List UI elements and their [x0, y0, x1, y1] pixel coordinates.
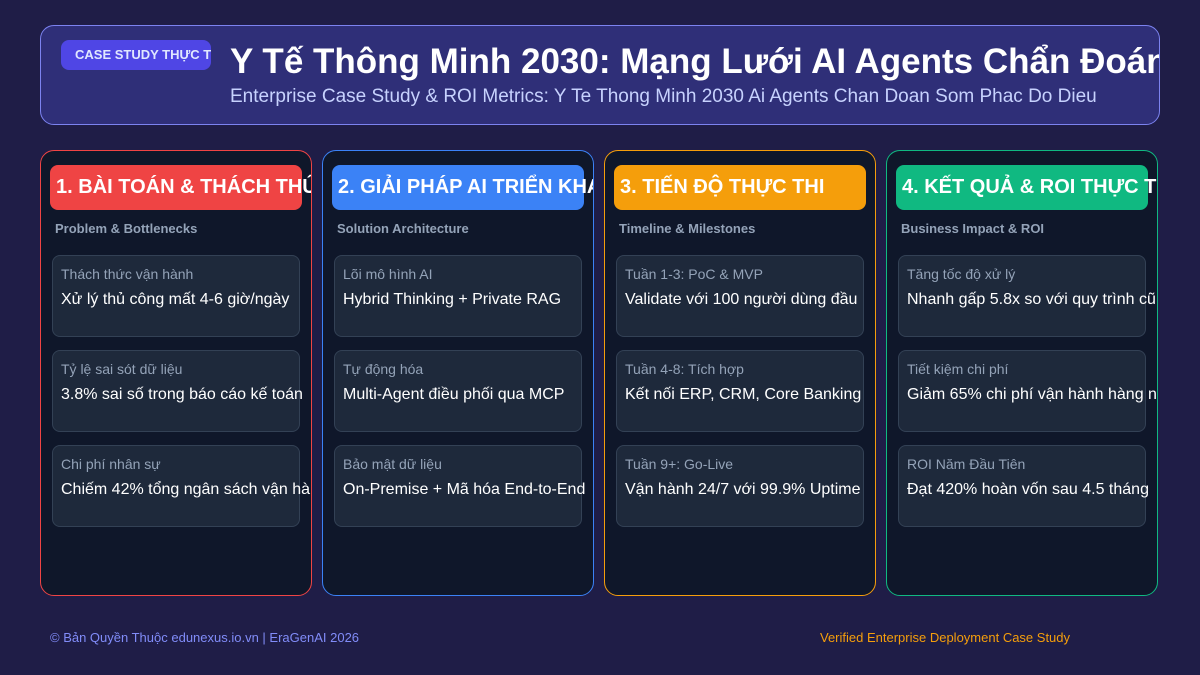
card: Bảo mật dữ liệu On-Premise + Mã hóa End-t…	[334, 445, 586, 527]
card-value: Giảm 65% chi phí vận hành hàng năm	[907, 386, 1158, 403]
header: CASE STUDY THỰC TẾ Y Tế Thông Minh 2030:…	[40, 25, 1160, 125]
card-value: Kết nối ERP, CRM, Core Banking	[625, 386, 862, 403]
title: Y Tế Thông Minh 2030: Mạng Lưới AI Agent…	[230, 42, 1160, 81]
column-subtitle: Business Impact & ROI	[901, 221, 1045, 236]
card: Tỷ lệ sai sót dữ liệu 3.8% sai số trong b…	[52, 350, 303, 432]
column-title: 3. TIẾN ĐỘ THỰC THI	[614, 165, 866, 210]
card-label: Tiết kiệm chi phí	[907, 361, 1009, 377]
card-label: ROI Năm Đầu Tiên	[907, 456, 1026, 472]
card: Lõi mô hình AI Hybrid Thinking + Private …	[334, 255, 582, 337]
card: Thách thức vận hành Xử lý thủ công mất 4-…	[52, 255, 300, 337]
card: Tuần 1-3: PoC & MVP Validate với 100 ngườ…	[616, 255, 864, 337]
column: 4. KẾT QUẢ & ROI THỰC TẾ Business Impact …	[886, 150, 1158, 596]
card-label: Tỷ lệ sai sót dữ liệu	[61, 361, 183, 377]
card-value: Đạt 420% hoàn vốn sau 4.5 tháng	[907, 481, 1149, 498]
column-subtitle: Problem & Bottlenecks	[55, 221, 198, 236]
column: 3. TIẾN ĐỘ THỰC THI Timeline & Milestones…	[604, 150, 876, 596]
card-label: Bảo mật dữ liệu	[343, 456, 442, 472]
footer-left: © Bản Quyền Thuộc edunexus.io.vn | EraGe…	[50, 630, 360, 645]
card-label: Tuần 9+: Go-Live	[625, 456, 734, 472]
card-label: Tự động hóa	[343, 361, 424, 377]
column: 2. GIẢI PHÁP AI TRIỂN KHAI Solution Archi…	[322, 150, 594, 596]
footer-right: Verified Enterprise Deployment Case Stud…	[820, 630, 1071, 645]
card-value: 3.8% sai số trong báo cáo kế toán	[61, 386, 303, 403]
card-value: Hybrid Thinking + Private RAG	[343, 291, 562, 308]
column-title: 2. GIẢI PHÁP AI TRIỂN KHAI	[332, 165, 593, 210]
card: ROI Năm Đầu Tiên Đạt 420% hoàn vốn sau 4.…	[898, 445, 1149, 527]
card-value: Validate với 100 người dùng đầu	[625, 291, 858, 308]
subtitle: Enterprise Case Study & ROI Metrics: Y T…	[230, 86, 1097, 107]
card-label: Tuần 4-8: Tích hợp	[625, 361, 744, 377]
card-label: Lõi mô hình AI	[343, 266, 433, 282]
card-value: On-Premise + Mã hóa End-to-End	[343, 481, 586, 498]
card-value: Vận hành 24/7 với 99.9% Uptime	[625, 481, 861, 498]
card: Tuần 4-8: Tích hợp Kết nối ERP, CRM, Core…	[616, 350, 864, 432]
card: Tăng tốc độ xử lý Nhanh gấp 5.8x so với q…	[898, 255, 1156, 337]
card-label: Chi phí nhân sự	[61, 456, 161, 472]
card-label: Tăng tốc độ xử lý	[907, 266, 1016, 282]
column: 1. BÀI TOÁN & THÁCH THỨC Problem & Bottle…	[40, 150, 312, 596]
card: Chi phí nhân sự Chiếm 42% tổng ngân sách …	[52, 445, 311, 527]
card: Tuần 9+: Go-Live Vận hành 24/7 với 99.9% …	[616, 445, 864, 527]
card-label: Thách thức vận hành	[61, 266, 194, 282]
card: Tự động hóa Multi-Agent điều phối qua MCP	[334, 350, 582, 432]
card: Tiết kiệm chi phí Giảm 65% chi phí vận hà…	[898, 350, 1157, 432]
card-label: Tuần 1-3: PoC & MVP	[625, 266, 763, 282]
badge: CASE STUDY THỰC TẾ	[61, 40, 211, 70]
card-value: Multi-Agent điều phối qua MCP	[343, 386, 565, 403]
column-subtitle: Solution Architecture	[337, 221, 469, 236]
column-title: 4. KẾT QUẢ & ROI THỰC TẾ	[896, 165, 1157, 210]
card-value: Xử lý thủ công mất 4-6 giờ/ngày	[61, 291, 290, 308]
column-subtitle: Timeline & Milestones	[619, 221, 756, 236]
card-value: Chiếm 42% tổng ngân sách vận hành	[61, 481, 312, 498]
card-value: Nhanh gấp 5.8x so với quy trình cũ	[907, 291, 1156, 308]
column-title: 1. BÀI TOÁN & THÁCH THỨC	[50, 165, 311, 210]
